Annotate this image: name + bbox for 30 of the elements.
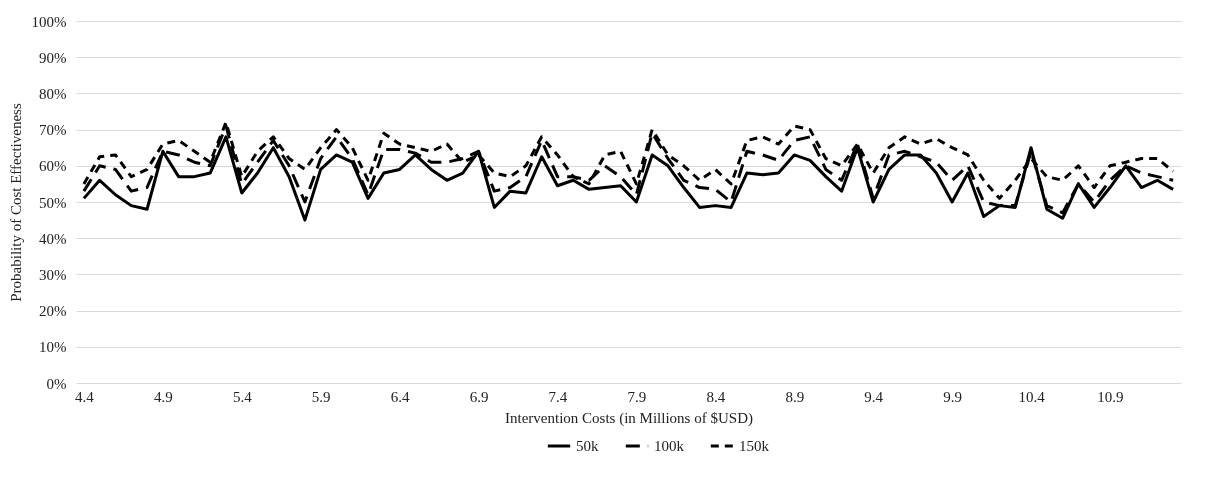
x-tick-label: 4.4: [75, 388, 95, 405]
x-tick-label: 6.4: [390, 388, 410, 405]
x-tick-label: 7.9: [627, 388, 647, 405]
x-tick-label: 9.9: [943, 388, 962, 405]
y-tick-label: 60%: [39, 158, 67, 175]
x-tick-label: 8.4: [706, 388, 726, 405]
x-tick-label: 4.9: [153, 388, 173, 405]
y-tick-label: 0%: [46, 375, 67, 392]
legend-label: 50k: [576, 438, 599, 454]
legend-label: 100k: [654, 438, 685, 454]
y-tick-label: 80%: [39, 85, 67, 102]
y-tick-label: 40%: [39, 230, 67, 247]
y-tick-label: 10%: [39, 339, 67, 356]
x-tick-label: 5.4: [232, 388, 253, 405]
x-tick-label: 7.4: [548, 388, 568, 405]
x-tick-label: 9.4: [864, 388, 884, 405]
y-tick-label: 100%: [31, 13, 67, 30]
x-tick-label: 6.9: [469, 388, 489, 405]
x-tick-label: 10.9: [1097, 388, 1124, 405]
y-tick-label: 50%: [39, 194, 67, 211]
y-tick-label: 30%: [39, 266, 67, 283]
y-axis-title: Probability of Cost Effectiveness: [7, 103, 24, 302]
x-tick-label: 8.9: [785, 388, 805, 405]
x-axis-title: Intervention Costs (in Millions of $USD): [505, 409, 753, 427]
x-tick-label: 10.4: [1018, 388, 1046, 405]
x-tick-label: 5.9: [311, 388, 331, 405]
legend-label: 150k: [739, 438, 770, 454]
y-tick-label: 90%: [39, 49, 67, 66]
y-tick-label: 20%: [39, 303, 67, 320]
y-tick-label: 70%: [39, 122, 67, 139]
